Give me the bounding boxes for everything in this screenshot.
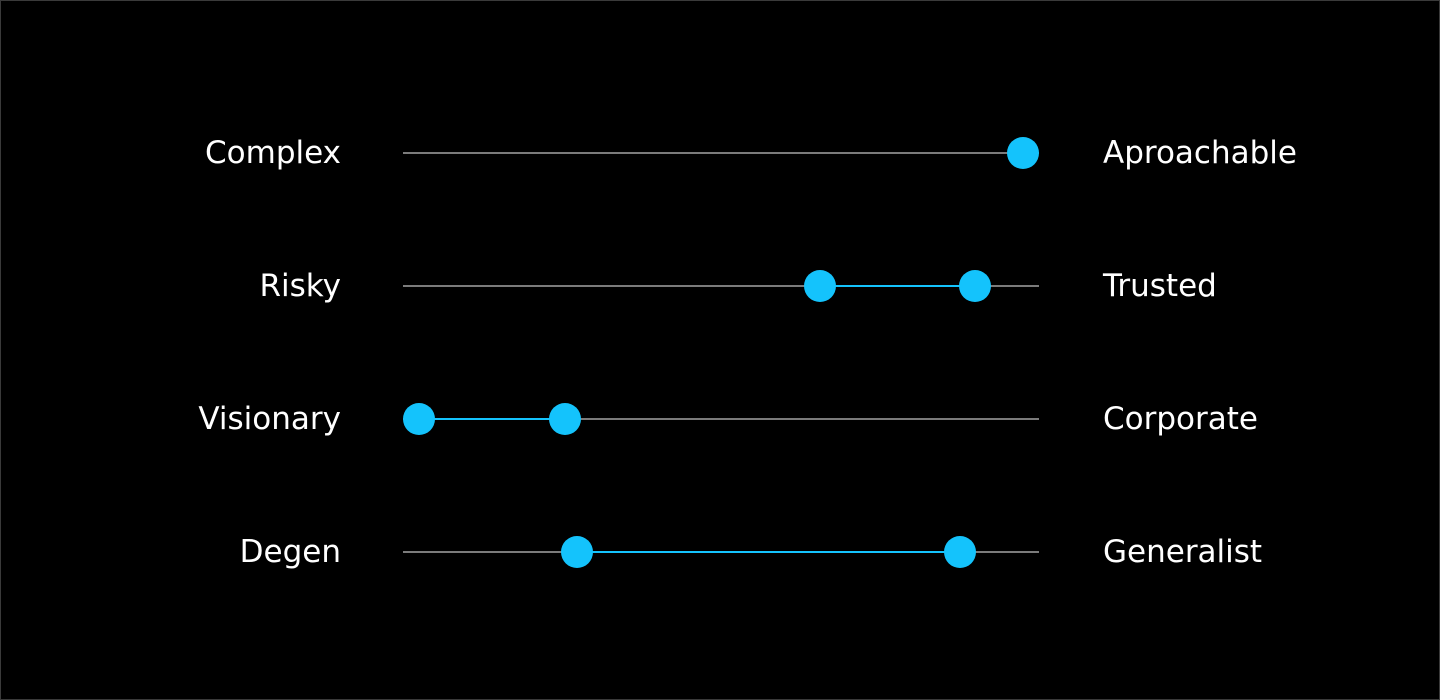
- scale-left-label: Visionary: [198, 401, 341, 437]
- scale-right-label: Generalist: [1103, 534, 1263, 570]
- scale-handle-start[interactable]: [803, 270, 836, 302]
- scale-handle-end[interactable]: [959, 270, 992, 302]
- scale-track[interactable]: [403, 270, 1039, 302]
- scale-handle-start[interactable]: [1007, 137, 1040, 169]
- scale-row-complex-approachable: Complex Aproachable: [1, 133, 1440, 173]
- scale-left-label: Degen: [239, 534, 341, 570]
- scale-row-degen-generalist: Degen Generalist: [1, 532, 1440, 572]
- scale-range-fill: [819, 285, 976, 287]
- scale-range-fill: [418, 418, 566, 420]
- scale-track[interactable]: [403, 536, 1039, 568]
- scale-right-label: Trusted: [1103, 268, 1217, 304]
- scale-right-label: Aproachable: [1103, 135, 1297, 171]
- scale-left-label: Complex: [205, 135, 341, 171]
- scale-handle-start[interactable]: [402, 403, 435, 435]
- scale-left-label: Risky: [259, 268, 342, 304]
- scale-range-fill: [576, 551, 960, 553]
- scale-handle-end[interactable]: [943, 536, 976, 568]
- scale-track[interactable]: [403, 137, 1040, 169]
- scale-track[interactable]: [402, 403, 1039, 435]
- scale-handle-end[interactable]: [549, 403, 582, 435]
- scale-handle-start[interactable]: [560, 536, 593, 568]
- scale-row-risky-trusted: Risky Trusted: [1, 266, 1440, 306]
- scale-right-label: Corporate: [1103, 401, 1258, 437]
- scale-row-visionary-corporate: Visionary Corporate: [1, 399, 1440, 439]
